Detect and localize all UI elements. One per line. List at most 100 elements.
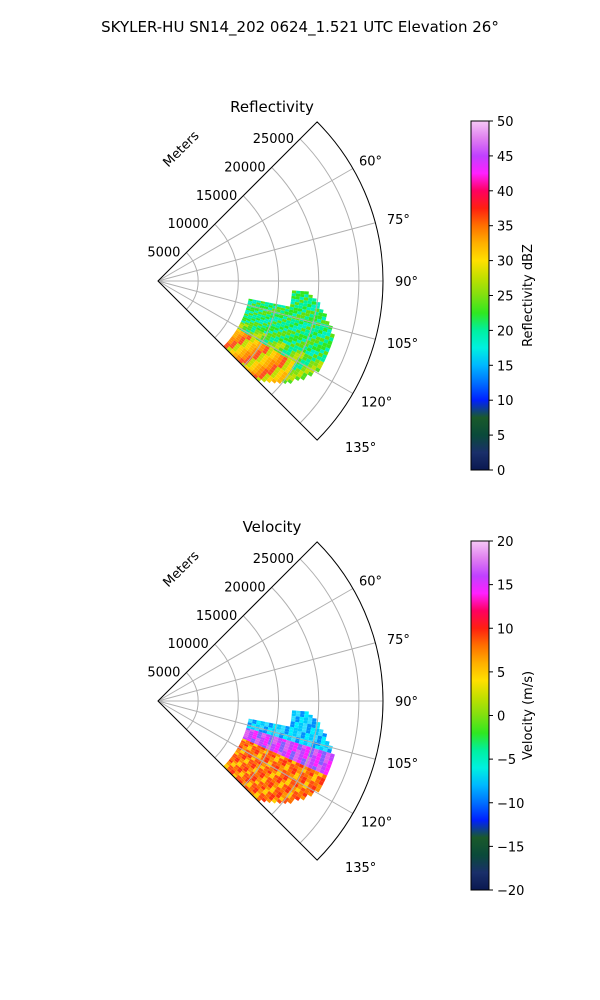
echo-cell [284,325,289,330]
echo-cell [291,715,296,720]
echo-cell [250,771,256,776]
echo-cell [238,325,243,329]
echo-cell [267,321,273,326]
echo-cell [310,337,316,343]
echo-cell [254,360,260,365]
azimuth-tick-label: 90° [395,695,418,710]
echo-cell [292,732,297,737]
echo-cell [236,335,242,340]
echo-cell [281,762,287,767]
echo-cell [240,741,245,746]
echo-cell [256,755,262,760]
echo-cell [282,349,288,354]
echo-cell [286,761,292,766]
colorbar-label: Velocity (m/s) [521,671,536,760]
echo-cell [260,778,266,784]
echo-cell [242,761,247,767]
echo-cell [281,366,287,372]
echo-cell [230,763,236,768]
echo-cell [305,770,311,776]
echo-cell [256,335,262,340]
echo-cell [283,766,289,772]
echo-cell [313,328,319,333]
echo-cell [233,766,239,771]
echo-cell [308,714,313,719]
echo-cell [236,748,241,753]
echo-cell [309,761,315,766]
echo-cell [275,352,281,357]
echo-cell [265,793,271,799]
echo-cell [317,735,323,740]
echo-cell [277,791,283,797]
echo-cell [250,351,256,356]
echo-cell [239,750,245,755]
echo-cell [304,291,309,295]
echo-cell [237,341,243,346]
echo-cell [305,729,311,734]
echo-cell [312,718,317,722]
echo-cell [302,726,307,730]
echo-cell [261,335,267,340]
echo-cell [267,307,273,311]
echo-cell [245,729,250,733]
echo-cell [247,334,252,339]
echo-cell [263,368,269,374]
echo-cell [291,710,297,714]
echo-cell [311,304,316,309]
echo-cell [264,354,269,360]
echo-cell [244,741,250,746]
echo-cell [252,761,258,766]
echo-cell [251,723,257,727]
echo-cell [277,724,282,728]
echo-cell [258,794,264,800]
echo-cell [296,784,303,791]
echo-cell [316,764,323,769]
echo-cell [280,332,286,338]
echo-cell [265,352,271,357]
echo-cell [321,750,327,756]
echo-cell [307,720,313,725]
echo-cell [262,790,268,796]
echo-cell [300,710,305,715]
echo-cell [235,770,241,775]
echo-cell [258,767,264,773]
echo-cell [295,299,300,303]
echo-cell [303,300,308,304]
echo-cell [293,782,299,788]
echo-cell [321,736,327,741]
echo-cell [294,772,300,778]
echo-cell [289,773,295,778]
echo-cell [241,349,247,355]
echo-cell [264,781,270,787]
azimuth-spoke [157,700,376,760]
echo-cell [304,369,310,375]
echo-cell [303,297,309,301]
echo-cell [283,747,288,752]
echo-cell [263,788,269,794]
echo-cell [251,303,257,307]
echo-cell [284,742,290,747]
echo-cell [290,770,297,776]
range-tick-label: 5000 [147,666,180,681]
echo-cell [300,795,306,801]
echo-cell [291,713,297,717]
echo-cell [288,765,294,771]
echo-cell [320,357,326,363]
echo-cell [260,372,266,378]
echo-cell [320,765,327,771]
echo-cell [290,750,296,755]
echo-cell [238,353,244,358]
echo-cell [268,750,274,755]
echo-cell [258,347,264,353]
echo-cell [251,316,257,320]
echo-cell [247,316,252,320]
echo-cell [269,336,275,341]
echo-cell [297,728,303,732]
echo-cell [293,344,299,350]
echo-cell [245,344,251,349]
echo-cell [252,788,258,794]
echo-cell [265,336,270,342]
echo-cell [238,359,244,364]
echo-cell [255,765,260,770]
echo-cell [274,781,280,787]
